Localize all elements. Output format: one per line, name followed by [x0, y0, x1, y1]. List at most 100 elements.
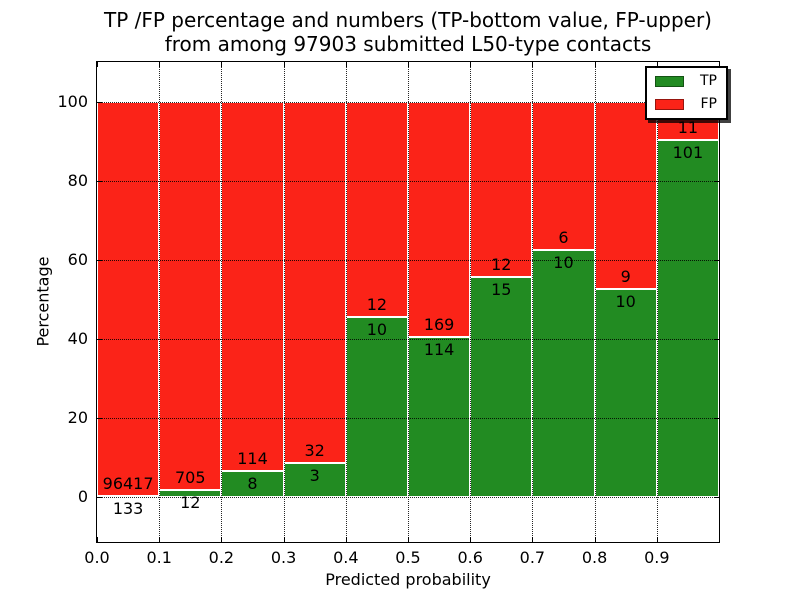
- chart-title: TP /FP percentage and numbers (TP-bottom…: [16, 8, 800, 56]
- bar-segment-fp: [283, 101, 346, 463]
- bar-segment-fp: [408, 101, 471, 338]
- gridline-vertical: [283, 62, 285, 542]
- chart-title-line2: from among 97903 submitted L50-type cont…: [164, 32, 652, 56]
- y-tick-label: 100: [57, 91, 88, 111]
- x-tick-mark: [656, 62, 658, 67]
- x-tick-mark: [159, 537, 161, 542]
- y-tick-mark: [714, 496, 719, 498]
- bar-label-tp-count: 114: [423, 340, 455, 360]
- y-tick-label: 20: [67, 407, 88, 427]
- bar-label-fp-count: 6: [558, 227, 569, 247]
- legend-label-fp: FP: [700, 96, 718, 112]
- gridline-vertical: [159, 62, 161, 542]
- x-tick-label: 0.4: [333, 548, 359, 567]
- x-tick-label: 0.6: [457, 548, 483, 567]
- x-tick-label: 0.0: [84, 548, 110, 567]
- bar-segment-fp: [97, 101, 160, 497]
- bar-label-tp-count: 10: [366, 319, 388, 339]
- bar-segment-tp: [408, 337, 471, 497]
- x-tick-label: 0.7: [519, 548, 546, 567]
- bar-segment-tp: [594, 288, 657, 497]
- legend-item-tp: TP: [655, 73, 717, 89]
- bar-segment-tp: [221, 470, 284, 497]
- gridline-vertical: [408, 62, 409, 542]
- x-tick-mark: [532, 62, 534, 67]
- y-tick-mark: [97, 259, 102, 261]
- x-tick-mark: [656, 537, 658, 542]
- y-tick-label: 40: [67, 328, 88, 348]
- bar-label-fp-count: 12: [366, 294, 388, 314]
- y-tick-label: 80: [67, 170, 88, 190]
- x-tick-label: 0.8: [581, 548, 608, 567]
- y-tick-mark: [714, 180, 719, 182]
- x-tick-mark: [408, 62, 409, 67]
- bar-label-tp-count: 133: [112, 499, 144, 519]
- bar-segment-tp: [283, 462, 346, 497]
- x-axis-label: Predicted probability: [325, 570, 491, 589]
- bar-segment-tp: [656, 140, 719, 497]
- x-tick-mark: [283, 537, 285, 542]
- x-tick-mark: [97, 62, 98, 67]
- bar-segment-fp: [159, 101, 222, 490]
- bar-label-fp-count: 32: [304, 440, 325, 460]
- x-tick-label: 0.3: [270, 548, 297, 567]
- x-tick-mark: [594, 62, 596, 67]
- bar-label-tp-count: 3: [309, 465, 320, 485]
- bar-segment-tp: [97, 494, 160, 497]
- x-tick-mark: [532, 537, 534, 542]
- bar-label-fp-count: 12: [491, 255, 512, 275]
- gridline-vertical: [594, 62, 596, 542]
- x-tick-mark: [159, 62, 161, 67]
- y-tick-mark: [97, 417, 102, 419]
- y-tick-mark: [714, 259, 719, 261]
- y-tick-label: 60: [67, 249, 88, 269]
- bar-segment-fp: [470, 101, 533, 278]
- legend-label-tp: TP: [700, 73, 717, 89]
- x-tick-mark: [470, 537, 472, 542]
- bar-segment-tp: [470, 277, 533, 497]
- x-tick-mark: [97, 537, 98, 542]
- y-tick-mark: [97, 338, 102, 340]
- bar-segment-fp: [345, 101, 408, 317]
- x-tick-label: 0.2: [208, 548, 235, 567]
- x-tick-mark: [408, 537, 409, 542]
- x-tick-label: 0.9: [644, 548, 670, 567]
- chart-title-line1: TP /FP percentage and numbers (TP-bottom…: [104, 8, 712, 32]
- y-tick-mark: [97, 180, 102, 182]
- bar-label-tp-count: 15: [491, 280, 512, 300]
- y-tick-mark: [714, 417, 719, 419]
- x-tick-mark: [470, 62, 472, 67]
- y-tick-mark: [97, 101, 102, 103]
- x-tick-mark: [345, 537, 347, 542]
- gridline-vertical: [656, 62, 658, 542]
- bar-label-tp-count: 101: [672, 143, 704, 163]
- bar-label-tp-count: 10: [615, 291, 636, 311]
- y-tick-mark: [97, 496, 102, 498]
- bar-segment-tp: [532, 249, 595, 497]
- x-tick-mark: [283, 62, 285, 67]
- bar-label-fp-count: 9: [620, 266, 631, 286]
- legend-swatch-fp-icon: [655, 98, 684, 110]
- bar-label-tp-count: 12: [180, 492, 201, 512]
- x-tick-label: 0.1: [146, 548, 172, 567]
- x-tick-label: 0.5: [395, 548, 421, 567]
- x-tick-mark: [221, 62, 223, 67]
- x-tick-mark: [594, 537, 596, 542]
- bar-label-fp-count: 96417: [102, 474, 154, 494]
- legend-item-fp: FP: [655, 96, 717, 112]
- bar-segment-fp: [532, 101, 595, 250]
- bar-label-fp-count: 169: [423, 315, 455, 335]
- bar-segment-tp: [345, 316, 408, 497]
- bar-label-tp-count: 8: [247, 473, 258, 493]
- bar-segment-fp: [221, 101, 284, 471]
- legend: TP FP: [645, 66, 728, 120]
- y-tick-mark: [714, 338, 719, 340]
- bar-label-fp-count: 114: [237, 448, 268, 468]
- x-tick-mark: [345, 62, 347, 67]
- gridline-vertical: [221, 62, 223, 542]
- y-tick-label: 0: [77, 486, 88, 506]
- bar-segment-fp: [594, 101, 657, 289]
- legend-swatch-tp-icon: [655, 75, 684, 87]
- gridline-vertical: [345, 62, 347, 542]
